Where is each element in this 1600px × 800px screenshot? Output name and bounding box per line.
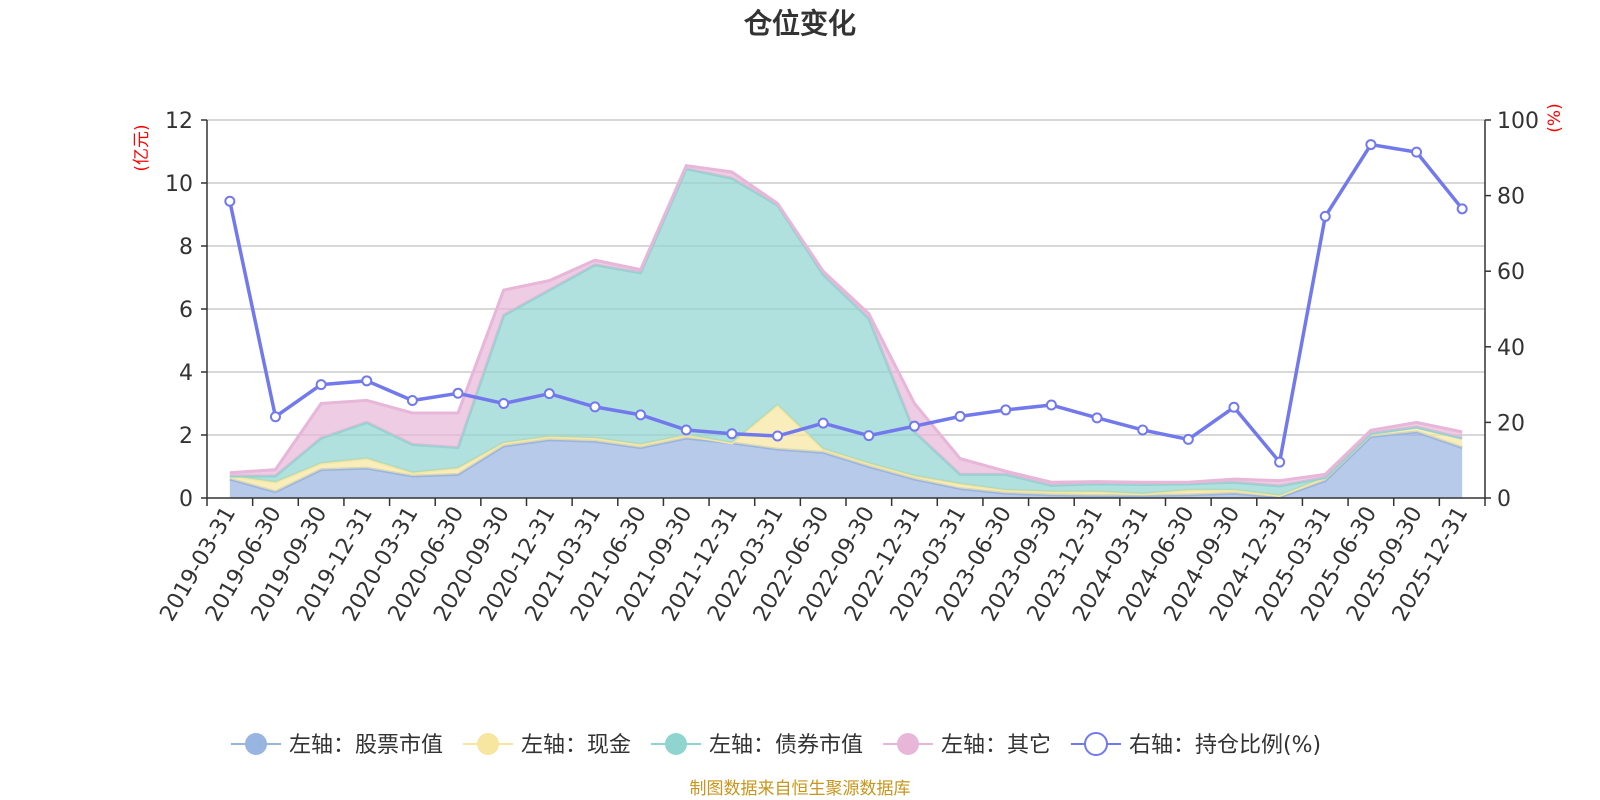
ratio-point: [1182, 433, 1194, 445]
right-axis-tick-label: 60: [1497, 260, 1525, 285]
legend-label: 左轴：现金: [521, 733, 631, 758]
ratio-point: [452, 387, 464, 399]
y-axis-labels: 0 2 4 6 8 10 12 0 20 40 60 80 100: [165, 109, 1539, 512]
ratio-point: [361, 375, 373, 387]
legend-label: 右轴：持仓比例(%): [1129, 733, 1321, 758]
right-axis-tick-label: 80: [1497, 185, 1525, 210]
area-左轴：债券市值: [229, 168, 1463, 496]
right-axis-unit: (%): [1545, 103, 1565, 132]
ratio-point: [543, 388, 555, 400]
legend-marker: [477, 733, 499, 755]
ratio-point: [1411, 146, 1423, 158]
area-左轴：股票市值: [229, 431, 1463, 498]
ratio-line-series: [224, 139, 1468, 468]
ratio-point: [772, 430, 784, 442]
left-axis-tick-label: 8: [179, 235, 193, 260]
left-axis-unit: (亿元): [132, 124, 152, 171]
ratio-point: [269, 411, 281, 423]
ratio-point: [1137, 424, 1149, 436]
ratio-point: [589, 401, 601, 413]
ratio-point: [224, 195, 236, 207]
axes: [201, 119, 1491, 506]
ratio-point: [863, 430, 875, 442]
left-axis-tick-label: 12: [165, 109, 193, 134]
ratio-point: [1456, 203, 1468, 215]
source-note: 制图数据来自恒生聚源数据库: [690, 779, 911, 799]
left-axis-tick-label: 6: [179, 298, 193, 323]
ratio-point: [908, 420, 920, 432]
ratio-point: [1000, 404, 1012, 416]
chart-title: 仓位变化: [744, 7, 856, 40]
ratio-point: [680, 424, 692, 436]
ratio-point: [406, 394, 418, 406]
legend-marker: [1084, 732, 1108, 756]
left-axis-tick-label: 10: [165, 172, 193, 197]
left-axis-tick-label: 2: [179, 424, 193, 449]
ratio-point: [498, 398, 510, 409]
area-edge-左轴：其它: [229, 164, 1463, 484]
x-axis-labels: 2019-03-312019-06-302019-09-302019-12-31…: [155, 503, 1473, 626]
ratio-point: [1045, 399, 1057, 411]
legend-label: 左轴：其它: [941, 733, 1051, 758]
right-axis-tick-label: 100: [1497, 109, 1539, 134]
ratio-point: [1228, 401, 1240, 413]
legend-marker: [245, 733, 267, 755]
area-edge-左轴：现金: [229, 403, 1463, 498]
legend-marker: [665, 733, 687, 755]
ratio-point: [315, 379, 327, 391]
right-axis-tick-label: 0: [1497, 487, 1511, 512]
legend-label: 左轴：股票市值: [289, 733, 443, 758]
ratio-line: [228, 142, 1464, 464]
ratio-point: [817, 417, 829, 429]
ratio-point: [1091, 412, 1103, 424]
ratio-point: [1274, 456, 1286, 468]
left-axis-tick-label: 0: [179, 487, 193, 512]
ratio-point: [726, 428, 738, 440]
ratio-point: [954, 410, 966, 422]
stacked-areas: [229, 164, 1463, 499]
legend-label: 左轴：债券市值: [709, 733, 863, 758]
legend-marker: [897, 733, 919, 755]
ratio-point: [1319, 210, 1331, 222]
right-axis-tick-label: 20: [1497, 411, 1525, 436]
ratio-point: [1365, 139, 1377, 151]
left-axis-tick-label: 4: [179, 361, 193, 386]
legend: 左轴：股票市值 左轴：现金 左轴：债券市值 左轴：其它 右轴：持仓比例(%): [231, 732, 1321, 758]
ratio-point: [635, 409, 647, 421]
right-axis-tick-label: 40: [1497, 336, 1525, 361]
